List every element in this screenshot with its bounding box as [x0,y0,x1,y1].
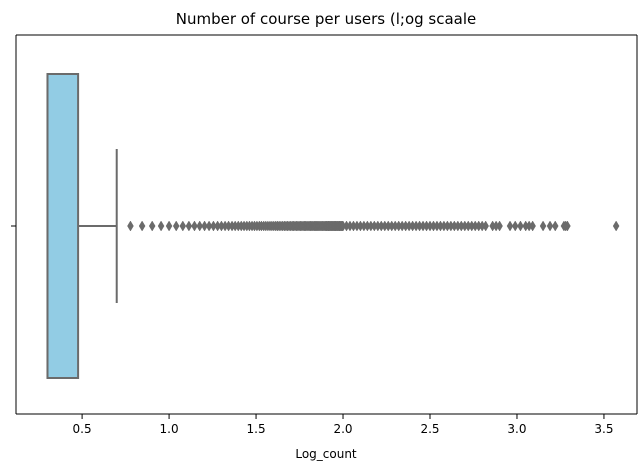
outlier-point [205,220,213,232]
outlier-point [551,220,559,232]
outlier-point [157,220,165,232]
outlier-point [185,220,193,232]
outlier-point [539,220,547,232]
outlier-point [201,220,208,232]
outlier-point [517,220,524,232]
x-axis-label: Log_count [295,447,357,461]
chart-title: Number of course per users (l;og scaale [176,10,477,28]
x-tick-label: 1.0 [160,422,179,436]
outlier-point [138,220,146,232]
x-tick-label: 2.5 [420,422,439,436]
outlier-point [127,220,134,232]
x-tick-label: 3.0 [507,422,526,436]
outlier-point [506,220,514,232]
outlier-point [564,220,571,232]
x-tick-label: 0.5 [73,422,92,436]
x-tick-label: 1.5 [247,422,266,436]
box-iqr [46,73,80,379]
outlier-point [496,220,503,232]
outlier-point [191,220,198,232]
x-tick-label: 3.5 [594,422,613,436]
outlier-point [172,220,180,232]
outlier-point [546,220,554,232]
outlier-point [529,220,536,232]
outlier-point [511,220,519,232]
plot-area: 0.5 1.0 1.5 2.0 2.5 3.0 3.5 [11,34,638,436]
outlier-point [165,220,173,232]
outlier-point [179,220,187,232]
outlier-point [482,220,489,232]
outlier-point [196,220,203,232]
x-tick-label: 2.0 [333,422,352,436]
outlier-point [148,220,156,232]
outlier-point [612,220,620,232]
